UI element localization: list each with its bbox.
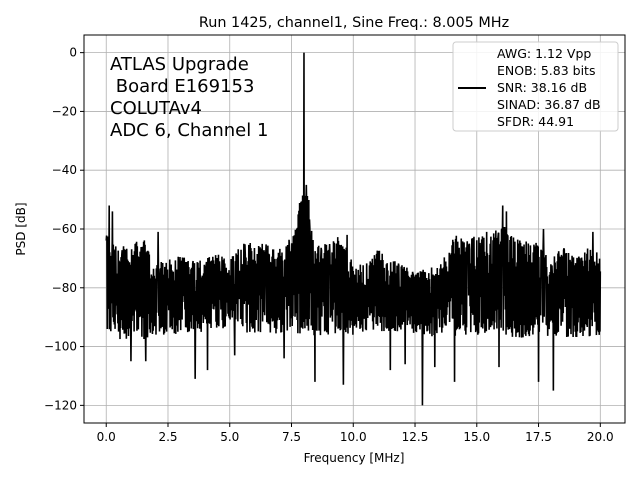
y-tick-label: 0 (69, 46, 77, 60)
annotation-line: ADC 6, Channel 1 (110, 120, 268, 141)
legend: AWG: 1.12 Vpp ENOB: 5.83 bits SNR: 38.16… (452, 41, 619, 132)
y-axis: 0 −20 −40 −60 −80 −100 −120 (44, 46, 84, 412)
x-tick-label: 17.5 (525, 430, 552, 444)
psd-line (105, 52, 602, 406)
x-tick-label: 5.0 (220, 430, 239, 444)
annotation-line: Board E169153 (110, 76, 254, 97)
y-tick-label: −60 (52, 222, 77, 236)
chart-title: Run 1425, channel1, Sine Freq.: 8.005 MH… (199, 15, 509, 31)
annotation: ATLAS Upgrade Board E169153 COLUTAv4 ADC… (110, 54, 268, 141)
legend-entry: SNR: 38.16 dB (497, 80, 587, 95)
legend-box (452, 41, 619, 132)
x-tick-label: 10.0 (340, 430, 367, 444)
y-tick-label: −40 (52, 163, 77, 177)
y-tick-label: −100 (44, 340, 77, 354)
y-tick-label: −20 (52, 104, 77, 118)
x-axis: 0.0 2.5 5.0 7.5 10.0 12.5 15.0 17.5 20.0 (97, 423, 614, 444)
x-tick-label: 2.5 (158, 430, 177, 444)
annotation-line: COLUTAv4 (110, 98, 202, 119)
annotation-line: ATLAS Upgrade (110, 54, 249, 75)
x-tick-label: 20.0 (587, 430, 614, 444)
legend-entry: ENOB: 5.83 bits (497, 63, 595, 78)
x-tick-label: 15.0 (463, 430, 490, 444)
y-axis-label: PSD [dB] (14, 202, 28, 255)
x-tick-label: 0.0 (97, 430, 116, 444)
y-tick-label: −80 (52, 281, 77, 295)
legend-entry: SINAD: 36.87 dB (497, 97, 601, 112)
psd-trace (105, 52, 602, 406)
y-tick-label: −120 (44, 398, 77, 412)
x-tick-label: 7.5 (282, 430, 301, 444)
x-axis-label: Frequency [MHz] (304, 451, 405, 465)
legend-entry: SFDR: 44.91 (497, 114, 574, 129)
x-tick-label: 12.5 (402, 430, 429, 444)
legend-entry: AWG: 1.12 Vpp (497, 46, 591, 61)
